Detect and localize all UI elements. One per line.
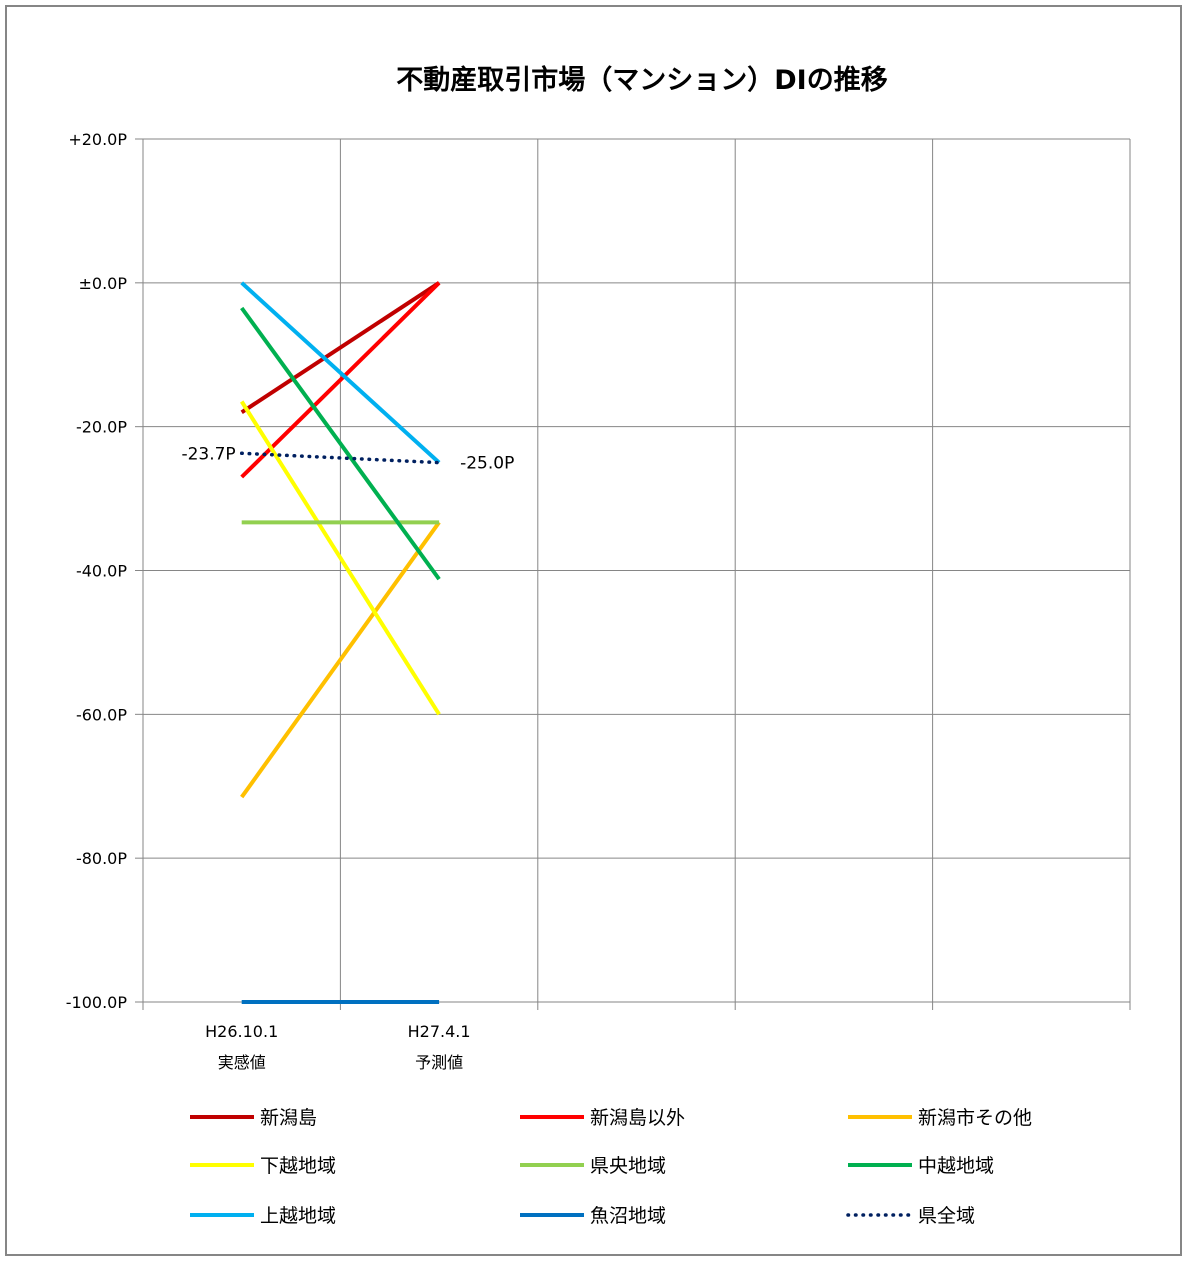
x-tick-label: 予測値 <box>415 1053 463 1072</box>
y-tick-label: -20.0P <box>76 418 127 437</box>
series-lines <box>239 281 441 1004</box>
legend-label: 魚沼地域 <box>590 1205 666 1227</box>
legend-label: 上越地域 <box>260 1205 336 1227</box>
chart-border <box>5 5 1182 1256</box>
data-label: -23.7P <box>181 444 235 464</box>
chart-title: 不動産取引市場（マンション）DIの推移 <box>396 64 887 96</box>
series-line <box>240 281 441 479</box>
legend-label: 新潟市その他 <box>918 1107 1032 1129</box>
y-tick-label: -100.0P <box>66 993 128 1012</box>
legend-label: 県央地域 <box>590 1155 666 1177</box>
series-line <box>240 281 441 465</box>
y-tick-label: -80.0P <box>76 849 127 868</box>
axes: +20.0P ±0.0P -20.0P -40.0P -60.0P -80.0P -100.… <box>66 130 1131 1072</box>
x-tick-label: H27.4.1 <box>408 1022 471 1041</box>
legend-label: 中越地域 <box>918 1155 994 1177</box>
series-line <box>240 521 441 799</box>
grid <box>142 138 1131 1003</box>
series-line <box>240 400 441 716</box>
legend-label: 新潟島以外 <box>590 1107 685 1129</box>
data-labels: -23.7P -25.0P <box>181 444 514 473</box>
x-tick-label: H26.10.1 <box>205 1022 278 1041</box>
series-line <box>240 281 441 414</box>
legend-label: 新潟島 <box>260 1107 317 1129</box>
series-line <box>240 306 441 581</box>
y-tick-label: +20.0P <box>68 130 127 149</box>
data-label: -25.0P <box>460 454 514 474</box>
y-tick-label: -40.0P <box>76 562 127 581</box>
legend-label: 県全域 <box>918 1205 975 1227</box>
y-tick-label: -60.0P <box>76 705 127 724</box>
series-line <box>239 451 441 465</box>
y-tick-label: ±0.0P <box>79 274 128 293</box>
legend-label: 下越地域 <box>260 1155 336 1177</box>
x-tick-label: 実感値 <box>218 1053 266 1072</box>
